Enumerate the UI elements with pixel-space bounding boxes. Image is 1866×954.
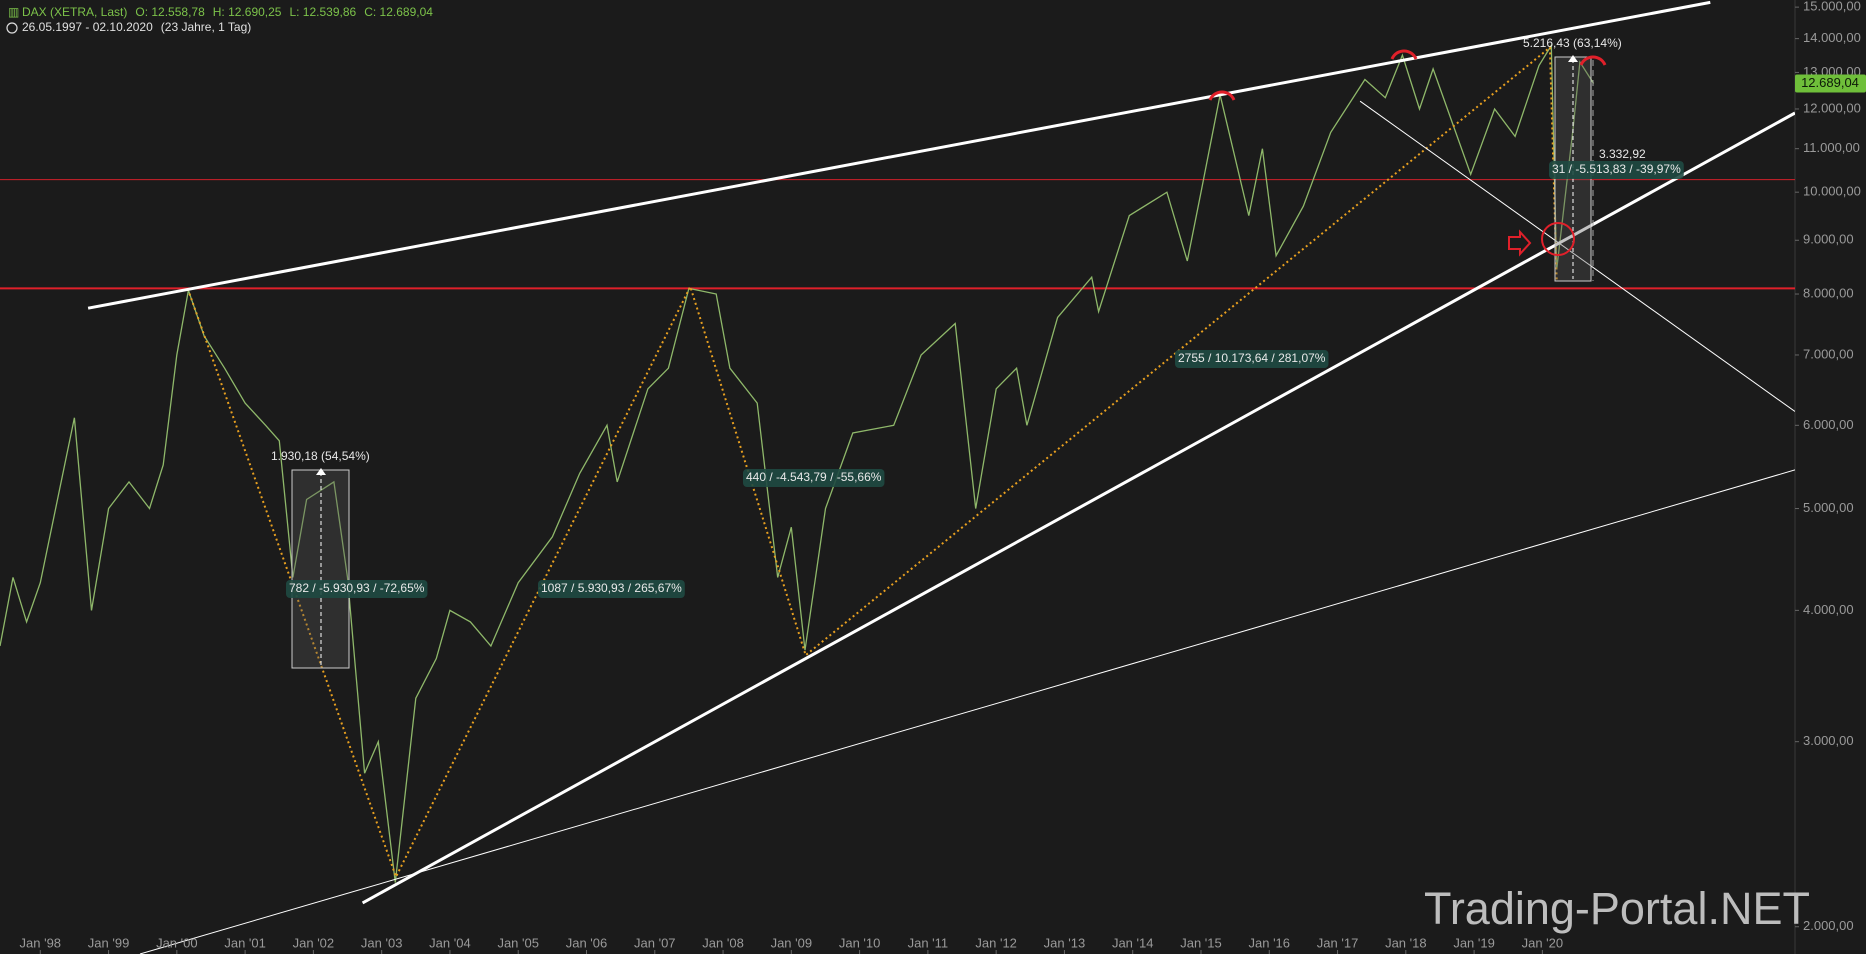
annotation: 3.332,92 xyxy=(1599,147,1646,161)
annotation: 2755 / 10.173,64 / 281,07% xyxy=(1175,350,1329,368)
x-tick-label: Jan '04 xyxy=(429,935,471,950)
y-tick-label: 8.000,00 xyxy=(1803,285,1854,300)
measure-box xyxy=(291,469,350,669)
y-tick-label: 2.000,00 xyxy=(1803,918,1854,933)
annotation-text: 1087 / 5.930,93 / 265,67% xyxy=(541,581,682,595)
annotation-text: 5.216,43 (63,14%) xyxy=(1523,36,1622,50)
date-span: (23 Jahre, 1 Tag) xyxy=(161,20,252,34)
measure-arrow xyxy=(316,468,326,475)
y-tick-label: 9.000,00 xyxy=(1803,232,1854,247)
y-tick-label: 5.000,00 xyxy=(1803,500,1854,515)
last-price-label: 12.689,04 xyxy=(1801,75,1859,90)
annotation-text: 782 / -5.930,93 / -72,65% xyxy=(289,581,425,595)
y-tick-label: 7.000,00 xyxy=(1803,346,1854,361)
y-tick-label: 4.000,00 xyxy=(1803,602,1854,617)
highlight-arc xyxy=(1390,49,1418,60)
x-tick-label: Jan '99 xyxy=(88,935,130,950)
x-tick-label: Jan '19 xyxy=(1453,935,1495,950)
annotation-box xyxy=(286,580,428,598)
header-range: 26.05.1997 - 02.10.2020 (23 Jahre, 1 Tag) xyxy=(22,20,251,34)
annotation-box xyxy=(743,469,885,487)
last-price-badge xyxy=(1795,74,1866,93)
annotation-box xyxy=(538,580,685,598)
annotation: 782 / -5.930,93 / -72,65% xyxy=(286,580,428,598)
annotation-box xyxy=(1175,350,1329,368)
plot-area xyxy=(0,0,1795,954)
measure-arrow xyxy=(1568,55,1578,62)
x-tick-label: Jan '15 xyxy=(1180,935,1222,950)
x-tick-label: Jan '20 xyxy=(1522,935,1564,950)
x-tick-label: Jan '98 xyxy=(20,935,62,950)
x-tick-label: Jan '12 xyxy=(975,935,1017,950)
close: C: 12.689,04 xyxy=(364,5,433,19)
y-tick-label: 14.000,00 xyxy=(1803,30,1861,45)
high: H: 12.690,25 xyxy=(213,5,282,19)
date-range: 26.05.1997 - 02.10.2020 xyxy=(22,20,153,34)
x-tick-label: Jan '18 xyxy=(1385,935,1427,950)
header-title: DAX (XETRA, Last) O: 12.558,78 H: 12.690,2… xyxy=(22,5,433,19)
watermark: Trading-Portal.NET xyxy=(1424,883,1810,934)
header-icon: ▥ xyxy=(8,5,19,19)
annotation-text: 31 / -5.513,83 / -39,97% xyxy=(1552,162,1681,176)
annotation-text: 2755 / 10.173,64 / 281,07% xyxy=(1178,351,1326,365)
x-tick-label: Jan '13 xyxy=(1044,935,1086,950)
annotation: 440 / -4.543,79 / -55,66% xyxy=(743,469,885,487)
x-tick-label: Jan '09 xyxy=(771,935,813,950)
highlight-arc xyxy=(1208,90,1236,101)
x-tick-label: Jan '08 xyxy=(702,935,744,950)
x-tick-label: Jan '07 xyxy=(634,935,676,950)
symbol: DAX (XETRA, Last) xyxy=(22,5,127,19)
annotation-text: 440 / -4.543,79 / -55,66% xyxy=(746,470,882,484)
annotation-text: 1.930,18 (54,54%) xyxy=(271,449,370,463)
annotation: 1.930,18 (54,54%) xyxy=(271,449,370,463)
annotation: 5.216,43 (63,14%) xyxy=(1523,36,1622,50)
x-tick-label: Jan '14 xyxy=(1112,935,1154,950)
x-tick-label: Jan '05 xyxy=(497,935,539,950)
annotation-text: 3.332,92 xyxy=(1599,147,1646,161)
y-tick-label: 15.000,00 xyxy=(1803,0,1861,14)
x-tick-label: Jan '17 xyxy=(1317,935,1359,950)
y-tick-label: 10.000,00 xyxy=(1803,184,1861,199)
low: L: 12.539,86 xyxy=(289,5,356,19)
highlight-arrow xyxy=(1508,229,1532,257)
trend-line xyxy=(87,0,1711,310)
y-tick-label: 6.000,00 xyxy=(1803,417,1854,432)
trend-line xyxy=(1359,100,1795,412)
highlight-circle xyxy=(1541,222,1575,256)
clock-icon xyxy=(6,22,18,34)
x-tick-label: Jan '02 xyxy=(293,935,335,950)
annotation-box xyxy=(1549,161,1684,179)
open: O: 12.558,78 xyxy=(135,5,205,19)
price-line xyxy=(0,43,1595,883)
y-tick-label: 12.000,00 xyxy=(1803,100,1861,115)
trend-line xyxy=(139,469,1795,954)
y-tick-label: 11.000,00 xyxy=(1803,140,1860,155)
highlight-arc xyxy=(1579,55,1607,66)
x-tick-label: Jan '11 xyxy=(908,935,949,950)
trend-line xyxy=(361,111,1795,905)
annotation: 1087 / 5.930,93 / 265,67% xyxy=(538,580,685,598)
x-tick-label: Jan '06 xyxy=(566,935,608,950)
x-tick-label: Jan '16 xyxy=(1249,935,1291,950)
x-tick-label: Jan '00 xyxy=(156,935,198,950)
x-tick-label: Jan '03 xyxy=(361,935,403,950)
annotation: 31 / -5.513,83 / -39,97% xyxy=(1549,161,1684,179)
x-tick-label: Jan '10 xyxy=(839,935,881,950)
x-tick-label: Jan '01 xyxy=(224,935,266,950)
y-tick-label: 3.000,00 xyxy=(1803,733,1854,748)
